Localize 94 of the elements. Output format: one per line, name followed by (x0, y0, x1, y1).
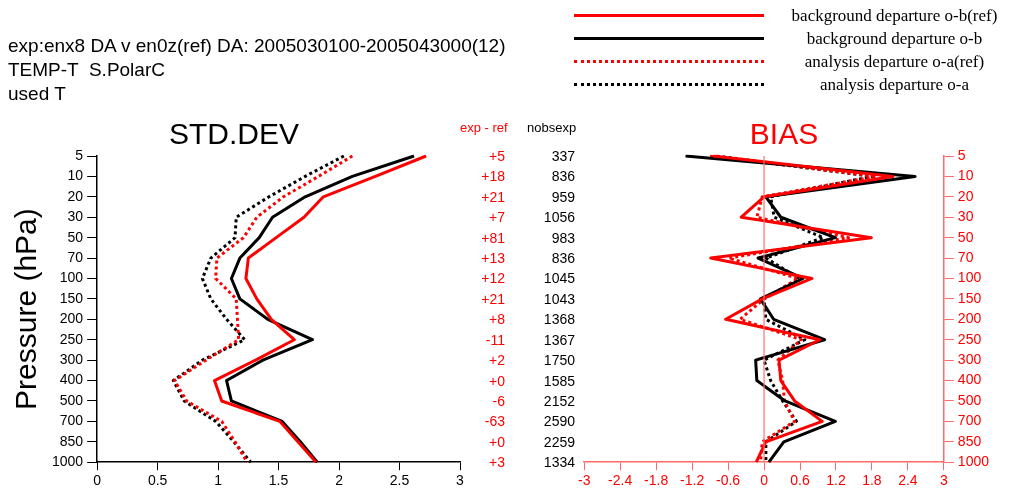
text: exp - ref (460, 120, 508, 136)
y-tick-label: 100 (957, 269, 982, 286)
y-tick-label: 500 (957, 391, 982, 408)
text: +21 (480, 188, 505, 205)
text: 2152 (543, 392, 575, 409)
text: 1334 (543, 454, 575, 471)
text: +0 (488, 372, 505, 389)
text: 2259 (543, 433, 575, 450)
text: 1045 (543, 270, 575, 287)
text: 337 (551, 148, 575, 164)
y-tick-label: 150 (957, 289, 982, 306)
y-tick-label: 250 (59, 330, 84, 347)
y-tick-label: 200 (957, 310, 982, 327)
y-tick-label: 20 (957, 187, 974, 204)
text: +13 (480, 250, 505, 267)
text: +7 (488, 209, 505, 226)
text: -63 (483, 413, 505, 430)
y-tick-label: 700 (59, 412, 84, 429)
x-tick-label: 2.4 (898, 472, 918, 489)
text: 959 (551, 188, 575, 205)
y-tick-label: 300 (957, 350, 982, 367)
text: 1368 (543, 311, 575, 328)
text: 1056 (543, 209, 575, 226)
x-tick-label: -1.8 (644, 472, 669, 489)
text: 2590 (543, 413, 575, 430)
x-tick-label: 1.8 (862, 472, 882, 489)
text: nobsexp (527, 120, 577, 136)
x-tick-label: 2.5 (389, 472, 410, 489)
y-tick-label: 850 (957, 432, 982, 449)
y-axis-title: Pressure (hPa) (9, 208, 43, 410)
y-tick-label: 400 (957, 371, 982, 388)
y-tick-label: 5 (75, 146, 84, 163)
y-tick-label: 200 (59, 310, 84, 327)
y-tick-label: 70 (957, 248, 974, 265)
text: +81 (480, 229, 505, 246)
x-tick-label: 0.6 (790, 472, 810, 489)
text: 1043 (543, 290, 575, 307)
text: +18 (480, 168, 505, 185)
text: +12 (480, 270, 505, 287)
y-tick-label: 700 (957, 412, 982, 429)
y-tick-label: 850 (59, 432, 84, 449)
x-tick-label: -1.2 (680, 472, 705, 489)
x-tick-label: 1.5 (268, 472, 289, 489)
y-tick-label: 70 (67, 248, 84, 265)
x-tick-label: 3 (939, 472, 948, 489)
x-tick-label: 3 (456, 472, 465, 489)
y-tick-label: 30 (67, 208, 84, 225)
y-tick-label: 1000 (957, 453, 990, 470)
y-tick-label: 50 (957, 228, 974, 245)
text: -11 (484, 331, 505, 348)
text: 1585 (543, 372, 575, 389)
y-tick-label: 30 (957, 208, 974, 225)
y-tick-label: 20 (67, 187, 84, 204)
text: background departure o-b (805, 28, 984, 49)
text: 983 (551, 229, 575, 246)
x-tick-label: 0 (760, 472, 769, 489)
y-tick-label: 50 (67, 228, 84, 245)
text: exp:enx8 DA v en0z(ref) DA: 2005030100-2005043000(12) (8, 34, 506, 58)
y-tick-label: 500 (59, 391, 84, 408)
text: -6 (491, 392, 505, 409)
x-tick-label: 1 (214, 472, 223, 489)
x-tick-label: -0.6 (716, 472, 741, 489)
text: 1750 (543, 352, 575, 369)
text: +5 (488, 148, 505, 164)
y-tick-label: 5 (957, 146, 966, 163)
chart-title: STD.DEV (168, 117, 300, 151)
y-tick-label: 400 (59, 371, 84, 388)
chart-title: BIAS (749, 117, 819, 151)
x-tick-label: 0.5 (147, 472, 168, 489)
text: analysis departure o-a (818, 74, 971, 95)
text: analysis departure o-a(ref) (803, 51, 986, 72)
text: +2 (488, 352, 505, 369)
text: 836 (551, 168, 575, 185)
text: used T (8, 82, 67, 106)
text: +21 (480, 290, 505, 307)
y-tick-label: 300 (59, 350, 84, 367)
text: TEMP-T S.PolarC (8, 58, 166, 82)
text: +3 (488, 454, 505, 471)
text: +8 (488, 311, 505, 328)
x-tick-label: 1.2 (826, 472, 846, 489)
y-tick-label: 150 (59, 289, 84, 306)
y-tick-label: 10 (67, 167, 84, 184)
y-tick-label: 250 (957, 330, 982, 347)
text: 1367 (543, 331, 575, 348)
text: 836 (551, 250, 575, 267)
x-tick-label: -2.4 (608, 472, 633, 489)
y-tick-label: 100 (59, 269, 84, 286)
y-tick-label: 1000 (51, 453, 84, 470)
y-tick-label: 10 (957, 167, 974, 184)
x-tick-label: 2 (335, 472, 344, 489)
x-tick-label: -3 (578, 472, 591, 489)
x-tick-label: 0 (93, 472, 102, 489)
text: background departure o-b(ref) (790, 5, 999, 26)
text: +0 (488, 433, 505, 450)
